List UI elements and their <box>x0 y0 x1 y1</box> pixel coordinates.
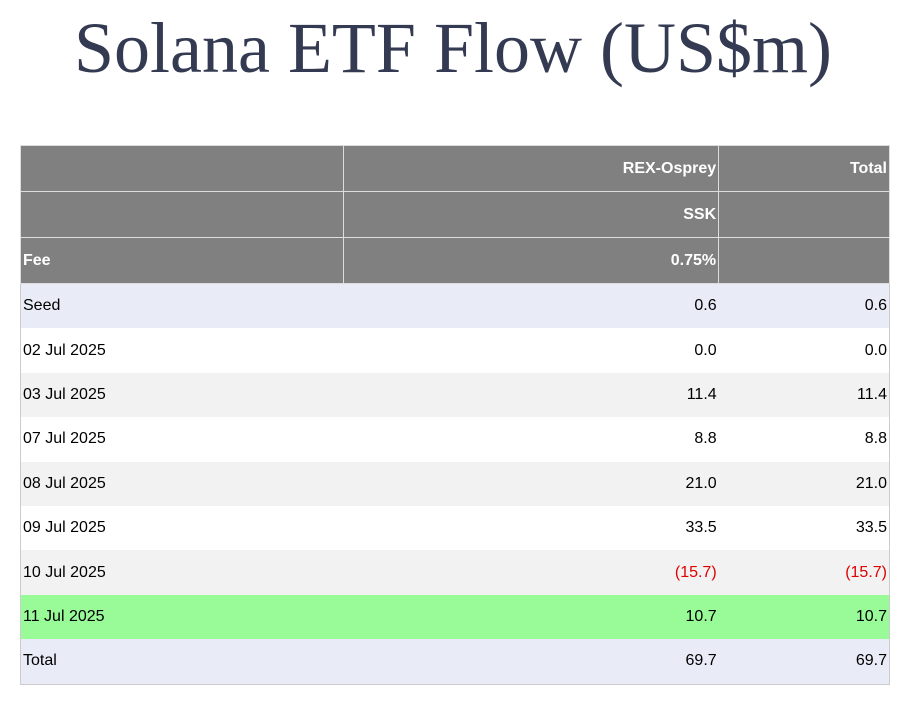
value-cell: (15.7) <box>845 563 887 581</box>
value-cell: 8.8 <box>694 430 717 448</box>
header-cell <box>718 237 890 284</box>
value-cell: (15.7) <box>674 563 717 581</box>
header-cell: REX-Osprey <box>342 145 720 192</box>
header-cell <box>20 145 344 192</box>
header-cell <box>20 191 344 238</box>
table-row: Total 69.7 69.7 <box>20 639 890 685</box>
table-body: Seed 0.6 0.6 02 Jul 2025 0.0 0.0 03 Jul 2025 11… <box>20 283 890 685</box>
header-cell: Total <box>718 145 890 192</box>
flow-table: REX-Osprey Total SSK Fee 0.75% Seed 0.6 0.… <box>20 145 890 685</box>
row-label: 07 Jul 2025 <box>23 430 106 448</box>
header-cell: Fee <box>20 237 344 284</box>
row-label: 03 Jul 2025 <box>23 385 106 403</box>
table-row: 08 Jul 2025 21.0 21.0 <box>20 461 890 506</box>
header-cell: SSK <box>342 191 720 238</box>
table-row: 11 Jul 2025 10.7 10.7 <box>20 594 890 640</box>
value-cell: 33.5 <box>685 519 717 537</box>
row-label: 10 Jul 2025 <box>23 563 106 581</box>
value-cell: 0.6 <box>694 297 717 315</box>
table-row: 07 Jul 2025 8.8 8.8 <box>20 417 890 462</box>
value-cell: 11.4 <box>857 385 887 403</box>
value-cell: 10.7 <box>855 607 887 625</box>
table-header: REX-Osprey Total SSK Fee 0.75% <box>20 145 890 284</box>
value-cell: 10.7 <box>685 607 717 625</box>
title: Solana ETF Flow (US$m) <box>73 8 832 88</box>
row-label: 11 Jul 2025 <box>23 607 105 625</box>
value-cell: 8.8 <box>864 430 887 448</box>
table-row: Seed 0.6 0.6 <box>20 283 890 329</box>
row-label: 02 Jul 2025 <box>23 341 106 359</box>
value-cell: 0.6 <box>864 297 887 315</box>
value-cell: 0.0 <box>864 341 887 359</box>
row-label: Total <box>23 652 57 670</box>
table-row: 03 Jul 2025 11.4 11.4 <box>20 372 890 418</box>
value-cell: 21.0 <box>685 474 717 492</box>
table-row: 02 Jul 2025 0.0 0.0 <box>20 328 890 373</box>
row-label: 08 Jul 2025 <box>23 474 106 492</box>
header-cell <box>718 191 890 238</box>
row-label: Seed <box>23 297 61 315</box>
value-cell: 33.5 <box>855 519 887 537</box>
value-cell: 0.0 <box>694 341 717 359</box>
table-row: 09 Jul 2025 33.5 33.5 <box>20 505 890 551</box>
value-cell: 11.4 <box>686 385 717 403</box>
row-label: 09 Jul 2025 <box>23 519 106 537</box>
value-cell: 69.7 <box>855 652 887 670</box>
value-cell: 21.0 <box>855 474 887 492</box>
value-cell: 69.7 <box>685 652 717 670</box>
header-cell: 0.75% <box>342 237 720 284</box>
table-row: 10 Jul 2025 (15.7) (15.7) <box>20 550 890 595</box>
